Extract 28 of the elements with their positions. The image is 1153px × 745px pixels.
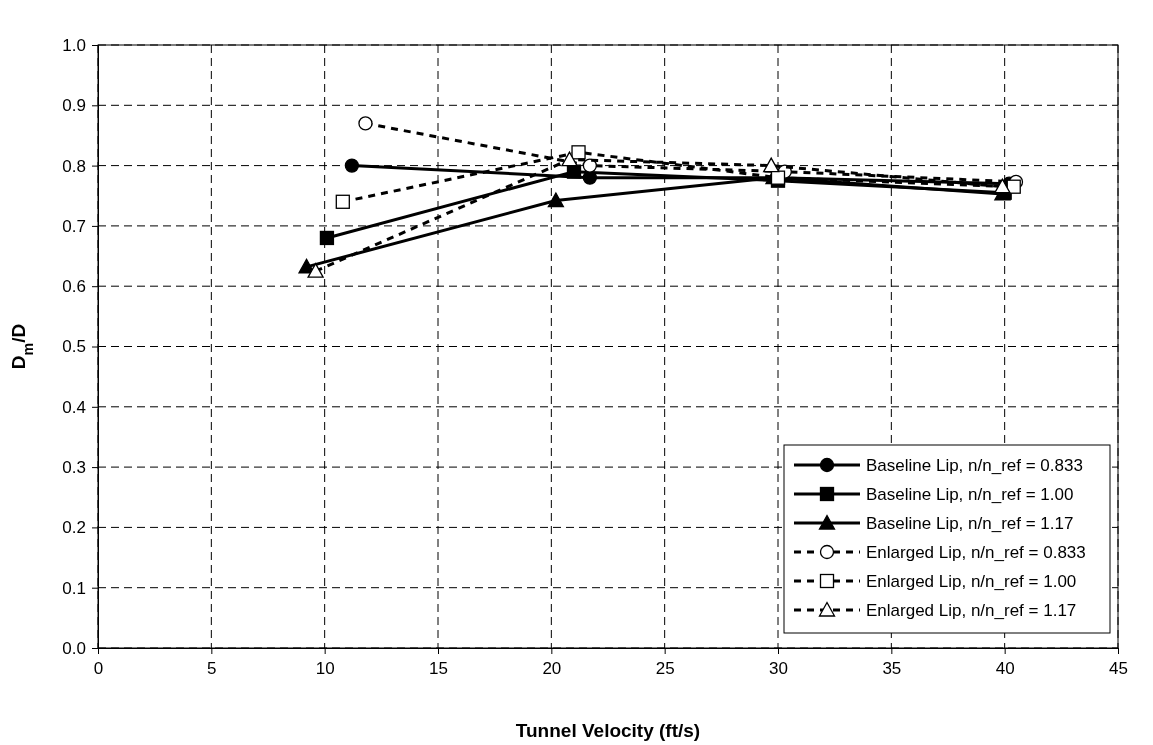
legend-label: Baseline Lip, n/n_ref = 1.00 <box>866 485 1074 504</box>
x-axis-title: Tunnel Velocity (ft/s) <box>515 720 701 741</box>
x-tick-label: 20 <box>542 659 562 679</box>
x-tick-label: 5 <box>207 659 217 679</box>
y-tick-label: 0.0 <box>62 638 86 658</box>
y-tick-label: 0.4 <box>62 397 86 417</box>
y-tick-label: 0.8 <box>62 156 86 176</box>
legend-label: Enlarged Lip, n/n_ref = 1.17 <box>866 601 1077 620</box>
y-tick-label: 0.9 <box>62 96 86 116</box>
x-tick-label: 10 <box>315 659 335 679</box>
legend-label: Baseline Lip, n/n_ref = 0.833 <box>866 456 1083 475</box>
x-tick-label: 0 <box>93 659 104 679</box>
y-tick-label: 0.5 <box>62 337 86 357</box>
y-tick-label: 0.6 <box>62 277 86 297</box>
y-tick-label: 0.2 <box>62 518 86 538</box>
y-tick-label: 0.3 <box>62 458 86 478</box>
x-tick-label: 15 <box>429 659 448 679</box>
legend-label: Enlarged Lip, n/n_ref = 1.00 <box>866 572 1077 591</box>
x-tick-label: 30 <box>769 659 788 679</box>
x-tick-label: 25 <box>655 659 675 679</box>
x-tick-label: 40 <box>995 659 1015 679</box>
legend-label: Baseline Lip, n/n_ref = 1.17 <box>866 514 1074 533</box>
legend-label: Enlarged Lip, n/n_ref = 0.833 <box>866 543 1086 562</box>
y-tick-label: 1.0 <box>62 35 86 55</box>
y-tick-label: 0.7 <box>62 216 86 236</box>
x-tick-label: 45 <box>1109 659 1128 679</box>
x-tick-label: 35 <box>882 659 902 679</box>
y-tick-label: 0.1 <box>62 578 86 598</box>
